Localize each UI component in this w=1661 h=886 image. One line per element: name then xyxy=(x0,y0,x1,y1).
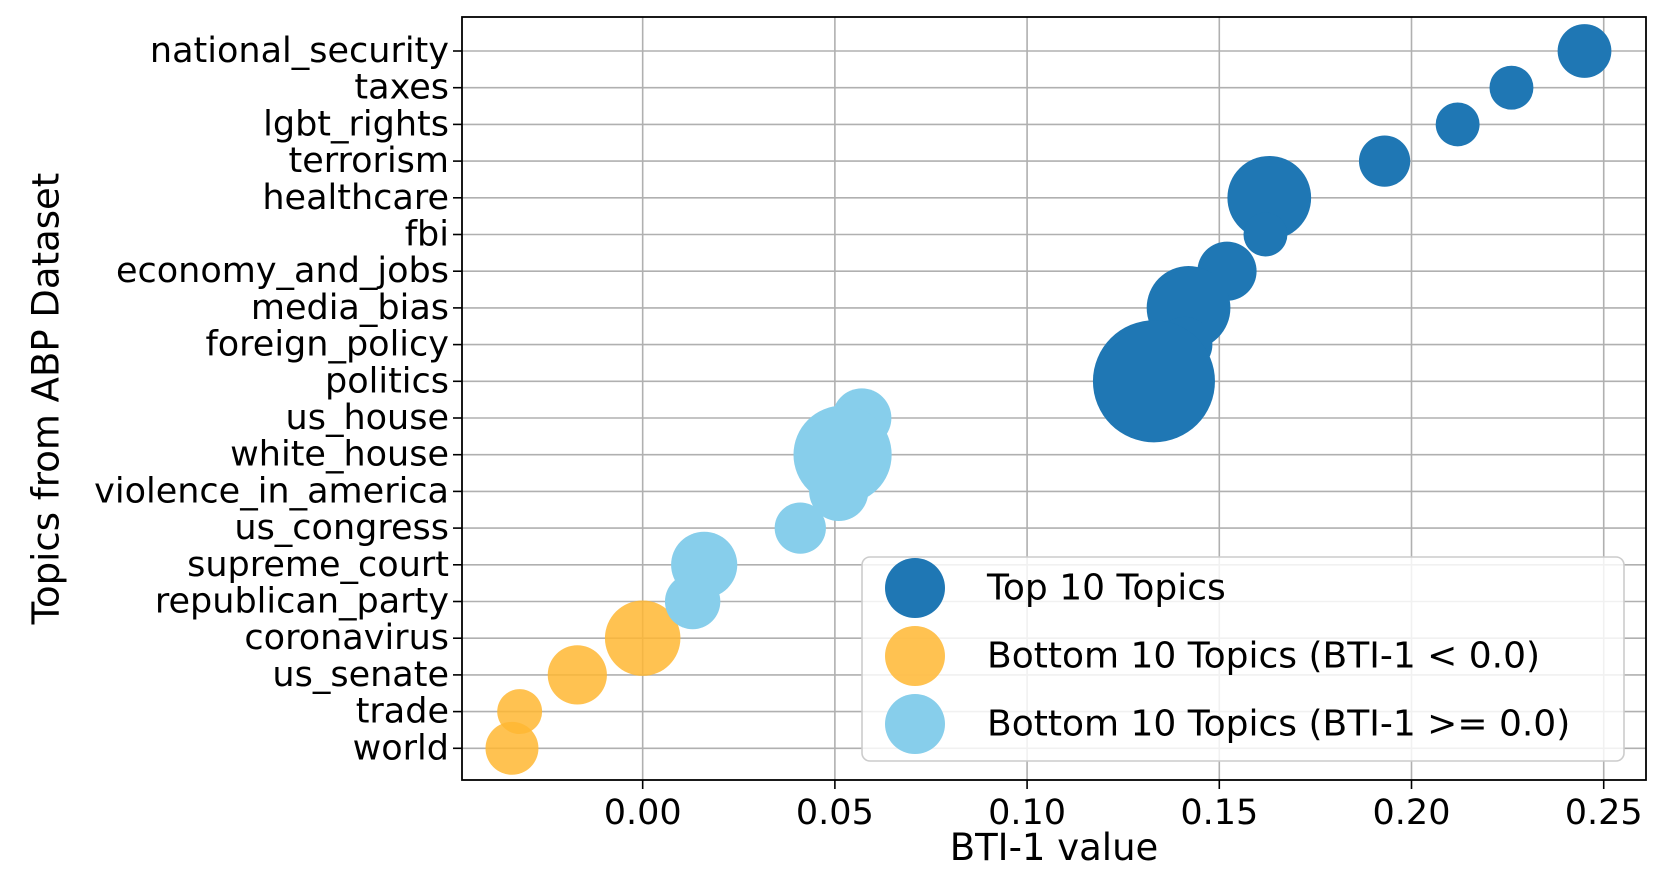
bubble-republican-party xyxy=(664,573,721,630)
bubble-terrorism xyxy=(1358,135,1411,187)
y-tick-labels: national_securitytaxeslgbt_rightsterrori… xyxy=(94,31,462,768)
legend-label-2: Bottom 10 Topics (BTI-1 < 0.0) xyxy=(987,636,1540,677)
y-tick-label-us-senate: us_senate xyxy=(272,655,449,695)
x-tick-labels: 0.00 0.05 0.10 0.15 0.20 0.25 xyxy=(604,780,1643,833)
y-tick-label-foreign-policy: foreign_policy xyxy=(205,325,449,365)
y-tick-label-lgbt-rights: lgbt_rights xyxy=(263,104,449,144)
bubble-taxes xyxy=(1489,65,1534,110)
x-tick-label-0-05: 0.05 xyxy=(796,793,874,833)
bubble-politics xyxy=(1092,320,1215,443)
y-tick-label-us-congress: us_congress xyxy=(234,508,449,548)
y-tick-label-national-security: national_security xyxy=(150,31,449,71)
bubble-lgbt-rights xyxy=(1435,102,1480,147)
bubble-us-senate xyxy=(547,645,607,705)
y-tick-label-terrorism: terrorism xyxy=(288,141,449,181)
x-axis-label: BTI-1 value xyxy=(950,826,1159,869)
y-tick-label-white-house: white_house xyxy=(230,435,449,475)
legend-label-3: Bottom 10 Topics (BTI-1 >= 0.0) xyxy=(987,704,1570,745)
legend-marker-2 xyxy=(885,626,945,686)
y-tick-label-media-bias: media_bias xyxy=(251,288,449,328)
y-tick-label-fbi: fbi xyxy=(405,215,449,255)
bubble-coronavirus xyxy=(604,600,681,676)
bubble-national-security xyxy=(1557,24,1612,78)
legend-marker-3 xyxy=(885,694,945,754)
y-tick-label-world: world xyxy=(353,728,449,768)
x-tick-label-0-00: 0.00 xyxy=(604,793,682,833)
y-tick-label-supreme-court: supreme_court xyxy=(187,545,449,585)
x-tick-label-0-25: 0.25 xyxy=(1565,793,1643,833)
x-tick-label-0-15: 0.15 xyxy=(1180,793,1258,833)
legend-box xyxy=(861,556,1625,762)
y-axis-label: Topics from ABP Dataset xyxy=(25,173,68,626)
y-tick-label-coronavirus: coronavirus xyxy=(244,618,449,658)
y-tick-label-republican-party: republican_party xyxy=(155,582,449,622)
y-tick-label-violence-in-america: violence_in_america xyxy=(94,471,449,511)
bubble-world xyxy=(485,721,539,775)
legend: Top 10 Topics Bottom 10 Topics (BTI-1 < 0… xyxy=(861,556,1625,762)
y-tick-label-trade: trade xyxy=(356,692,449,732)
y-tick-label-economy-and-jobs: economy_and_jobs xyxy=(116,251,449,291)
marks-layer xyxy=(485,24,1612,775)
bubble-healthcare xyxy=(1227,155,1312,240)
y-tick-label-healthcare: healthcare xyxy=(262,178,449,218)
bubble-us-congress xyxy=(774,502,826,554)
x-tick-label-0-10: 0.10 xyxy=(988,793,1066,833)
y-tick-label-politics: politics xyxy=(325,361,449,401)
x-tick-label-0-20: 0.20 xyxy=(1373,793,1451,833)
legend-label-1: Top 10 Topics xyxy=(986,568,1226,609)
bubble-violence-in-america xyxy=(809,461,869,521)
legend-marker-1 xyxy=(885,558,945,618)
y-tick-label-us-house: us_house xyxy=(286,398,449,438)
plot-frame xyxy=(461,16,1647,781)
bubble-fbi xyxy=(1243,212,1288,257)
y-tick-label-taxes: taxes xyxy=(354,68,449,108)
